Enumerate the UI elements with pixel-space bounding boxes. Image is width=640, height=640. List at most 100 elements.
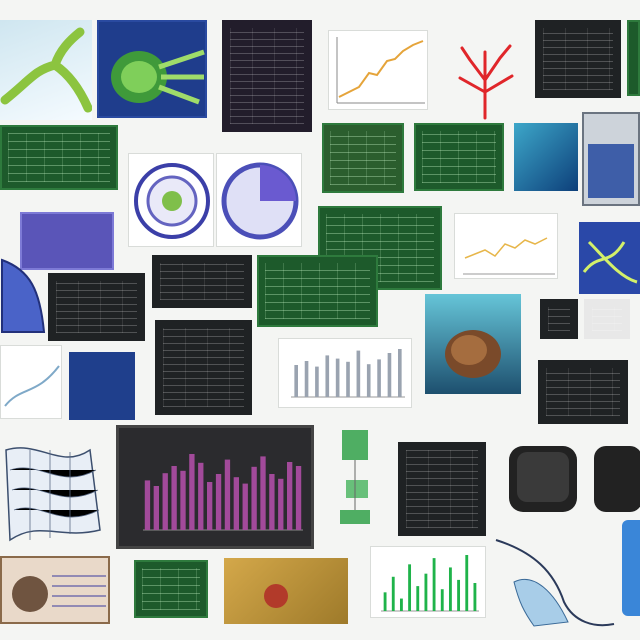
line-chart-svg	[336, 37, 425, 104]
thumbnail-dark-purple-bar-chart	[116, 425, 314, 549]
bar	[294, 365, 298, 397]
thumbnail-dark-device-1	[540, 299, 578, 339]
wave-grid-svg	[5, 447, 101, 542]
gold-diagram-svg	[264, 584, 288, 608]
bar	[269, 474, 275, 530]
thumbnail-green-plant-blue	[97, 20, 207, 118]
thumbnail-dark-table-5	[538, 360, 628, 424]
bar	[440, 589, 444, 611]
bar	[215, 474, 222, 530]
thumbnail-green-table-4	[134, 560, 208, 618]
thumbnail-blue-chart-window	[582, 112, 640, 206]
bar	[198, 462, 204, 530]
organism-illustration	[0, 27, 92, 113]
seat-photo-2-svg	[594, 446, 640, 512]
thumbnail-gold-diagram	[224, 558, 348, 624]
thumbnail-green-photo-plant	[322, 123, 404, 193]
coral-illustration	[458, 44, 514, 120]
thumbnail-dark-table-6	[398, 442, 486, 536]
bar	[260, 456, 266, 530]
thumbnail-underwater-blue	[514, 123, 578, 191]
thumbnail-green-bar-chart	[370, 546, 486, 618]
brown-diagram-svg	[12, 575, 106, 612]
bar	[398, 349, 402, 397]
thumbnail-green-table-wide	[0, 125, 118, 190]
thumbnail-dark-table-3	[152, 255, 252, 308]
thumbnail-eye-diagram	[128, 153, 214, 247]
bar	[242, 483, 248, 530]
bar	[448, 567, 452, 611]
bar	[432, 558, 436, 611]
device-diagram-svg	[340, 430, 370, 524]
light-line-svg	[4, 365, 60, 407]
bar	[295, 466, 302, 530]
bar	[207, 482, 213, 530]
thumbnail-blue-edge-shape	[622, 520, 640, 616]
thumbnail-green-table-2	[414, 123, 504, 191]
thumbnail-green-edge-1	[627, 20, 640, 96]
seat-photo-svg	[509, 446, 577, 512]
bar	[278, 478, 284, 530]
thumbnail-dark-table-1	[535, 20, 621, 98]
bar	[335, 358, 340, 397]
bar	[233, 477, 239, 530]
thumbnail-green-organism-sky	[0, 20, 92, 120]
bar	[416, 586, 420, 611]
bar	[171, 466, 177, 530]
thumbnail-teal-organism	[425, 294, 521, 394]
bar	[377, 359, 381, 397]
thumbnail-light-line-diagram	[0, 345, 62, 419]
thumbnail-blue-fold-shape	[0, 250, 46, 334]
thumbnail-dark-device-2	[584, 299, 630, 339]
thumbnail-blue-hose-diagram	[494, 532, 620, 630]
light-bar-chart-svg	[291, 349, 405, 398]
bar	[325, 355, 330, 397]
thumbnail-dark-table-4	[155, 320, 252, 415]
bar	[162, 473, 168, 530]
bar	[383, 592, 387, 611]
green-bar-chart-svg	[381, 555, 479, 612]
thumbnail-circle-diagram	[216, 153, 302, 247]
thumbnail-green-device-diagram	[330, 420, 380, 530]
thumbnail-diagram-green-blue	[579, 222, 640, 294]
bar	[287, 462, 293, 530]
thumbnail-black-seat-2	[590, 440, 640, 518]
thumbnail-brown-diagram	[0, 556, 110, 624]
thumbnail-purple-panel	[20, 212, 114, 270]
thumbnail-red-coral	[440, 40, 530, 120]
network-diagram-svg	[582, 240, 638, 284]
eye-diagram-svg	[134, 163, 210, 239]
bar	[391, 576, 395, 611]
organism-photo-svg	[445, 330, 501, 378]
fold-shape-svg	[1, 258, 46, 333]
bar	[153, 486, 159, 530]
bar	[144, 480, 151, 530]
bar	[465, 555, 469, 611]
scatter-chart-svg	[463, 237, 555, 275]
thumbnail-wave-grid	[0, 430, 110, 550]
bar	[424, 573, 428, 611]
bar	[387, 353, 392, 397]
bar	[304, 361, 309, 397]
bar	[180, 470, 186, 530]
bar	[408, 564, 412, 611]
bar	[315, 366, 319, 397]
bar	[356, 350, 361, 397]
bar	[224, 459, 231, 530]
bar	[457, 579, 461, 611]
bar	[473, 583, 477, 611]
bar	[366, 364, 371, 397]
thumbnail-black-seat-1	[503, 440, 583, 518]
thumbnail-line-chart	[328, 30, 428, 110]
hose-diagram-svg	[495, 539, 615, 627]
purple-bar-chart-svg	[143, 454, 303, 531]
bar	[189, 454, 195, 530]
thumbnail-scatter-chart	[454, 213, 558, 279]
bar	[399, 598, 403, 611]
thumbnail-dark-purple-grid	[222, 20, 312, 132]
thumbnail-green-table-3	[257, 255, 378, 327]
thumbnail-blue-panel-2	[69, 352, 135, 420]
bar	[251, 466, 257, 530]
thumbnail-light-bar-chart	[278, 338, 412, 408]
bar	[346, 361, 350, 397]
